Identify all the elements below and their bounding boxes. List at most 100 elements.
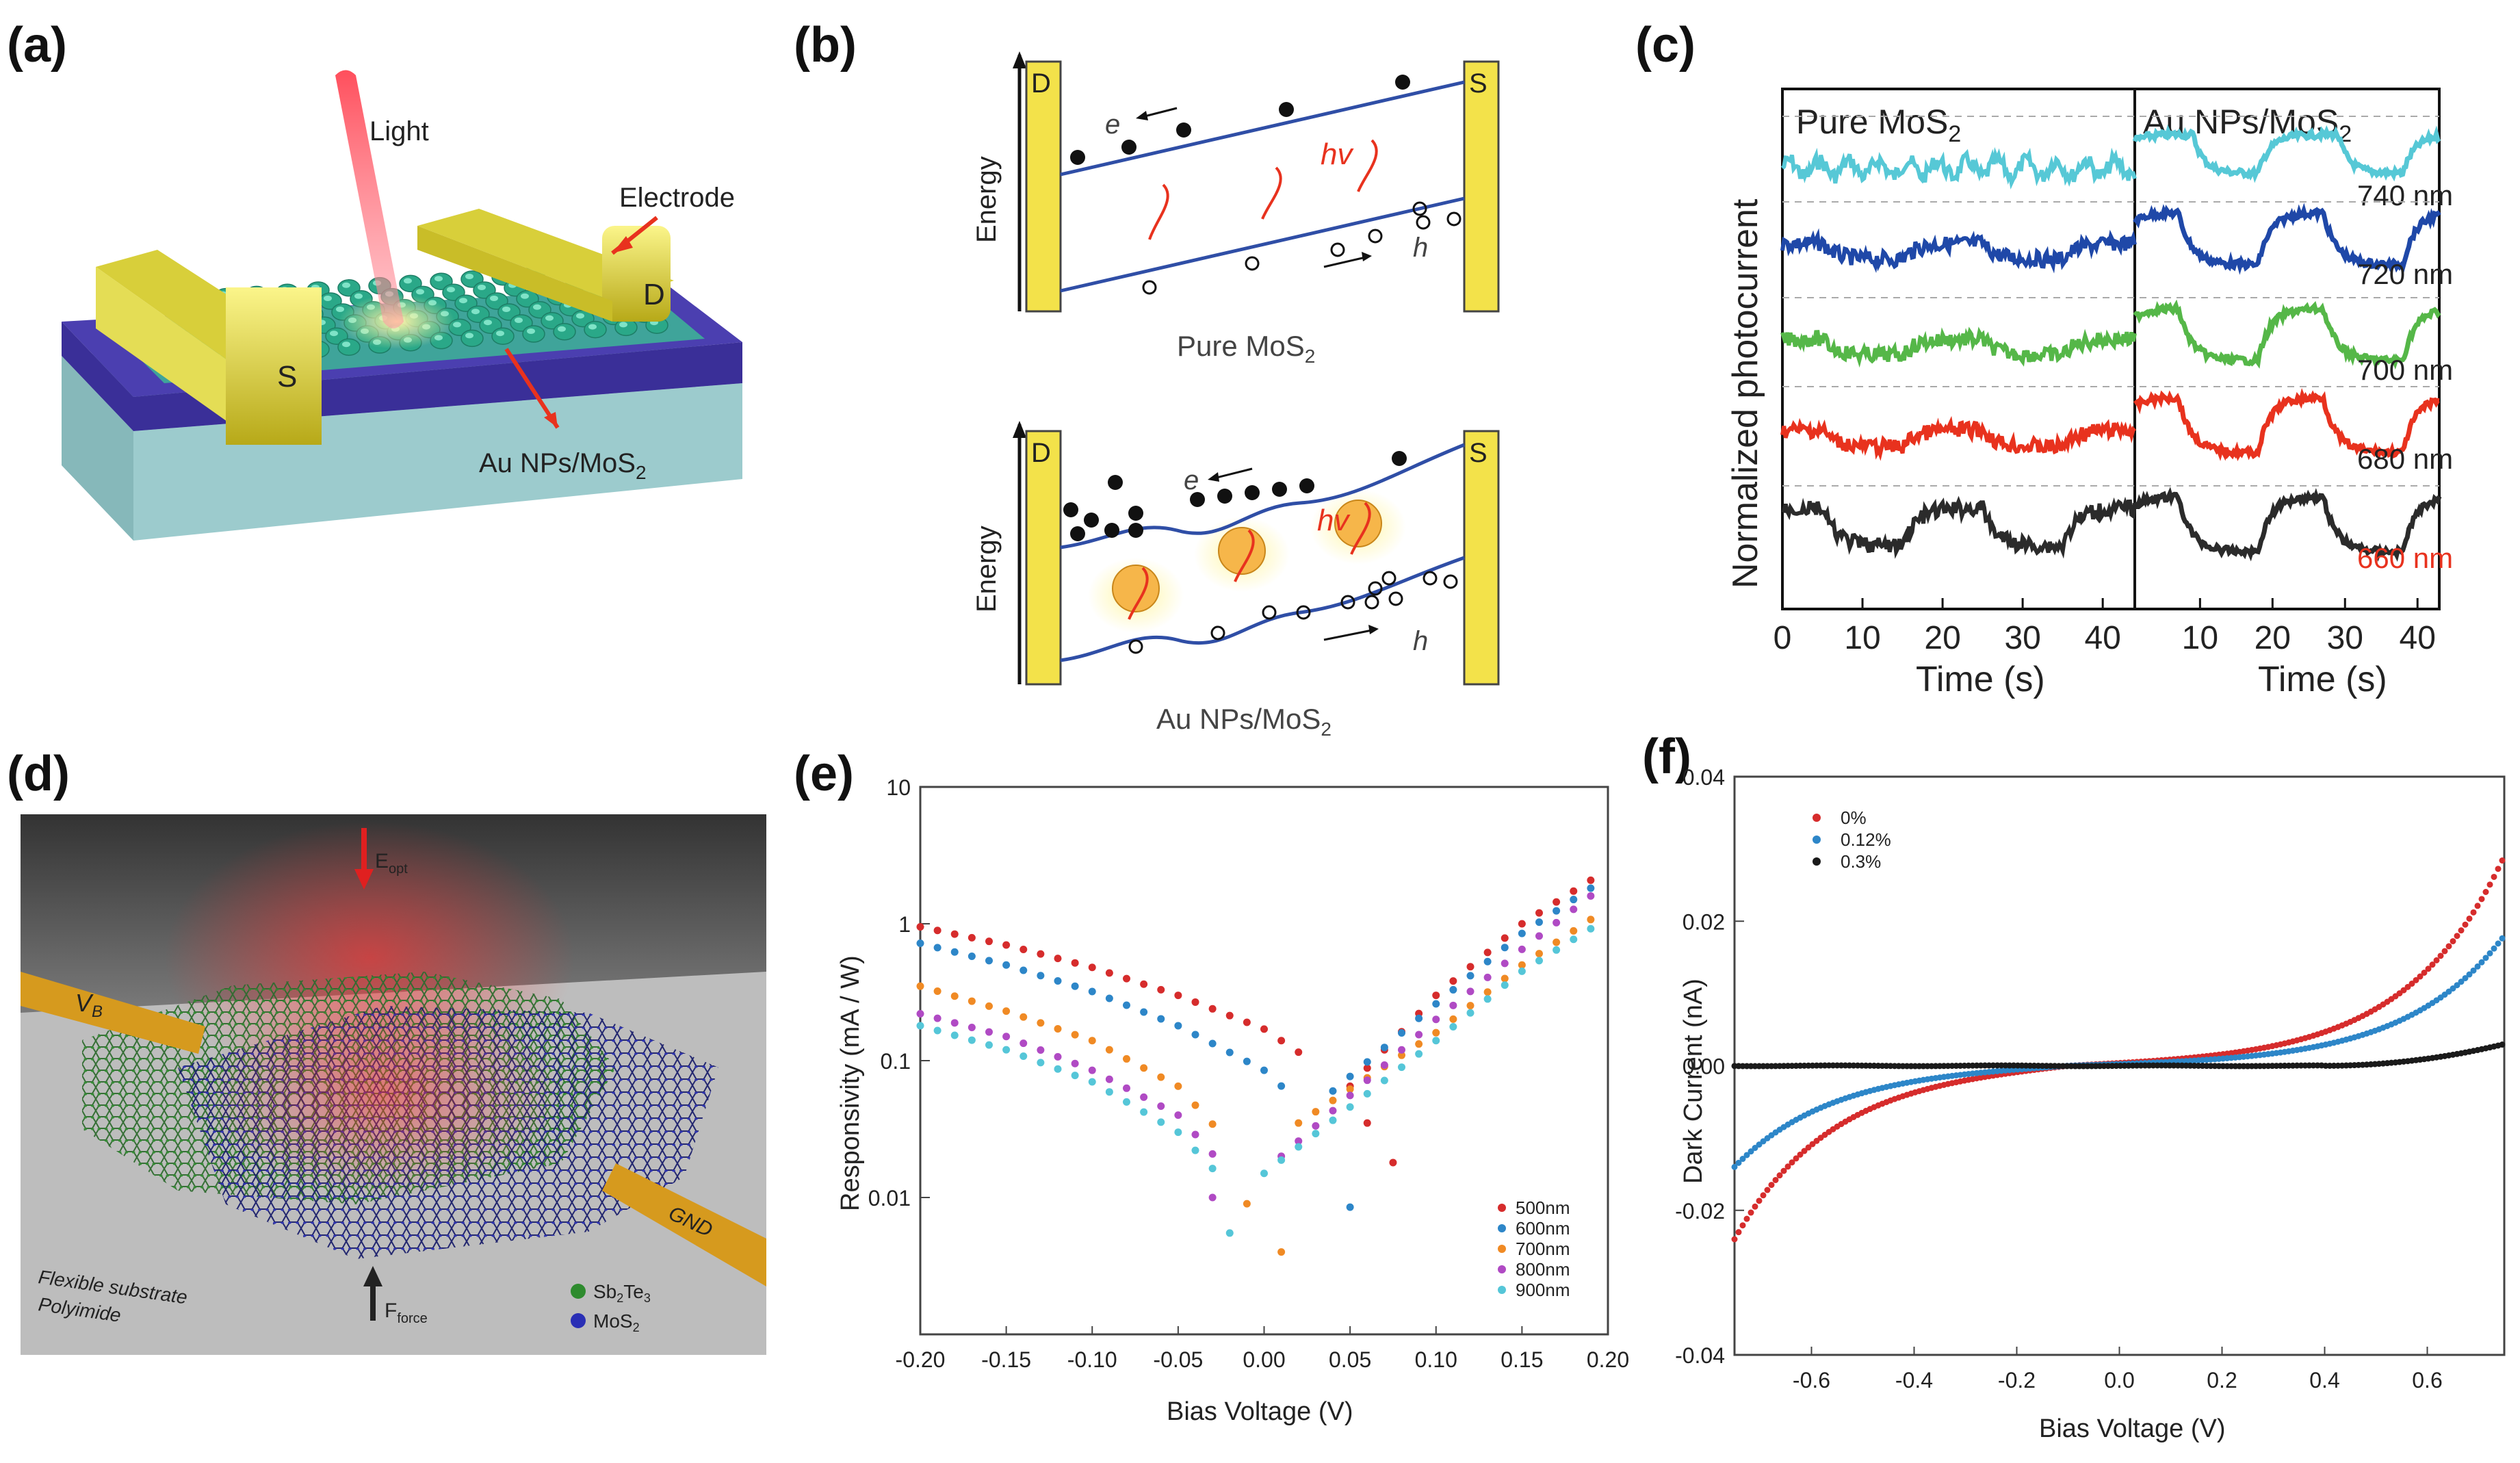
data-point-f [2474, 903, 2481, 909]
data-point-e [1054, 976, 1062, 985]
electrode-s-label: S [277, 360, 297, 393]
legend-sb2te3-marker [571, 1284, 586, 1299]
x-tick-label-f: 0.6 [2412, 1368, 2442, 1393]
data-point-e [985, 957, 993, 965]
legend-marker-e [1498, 1286, 1506, 1294]
data-point-e [1243, 1200, 1251, 1208]
panel-label-e: (e) [794, 747, 854, 801]
y-tick-label-e: 0.1 [881, 1049, 911, 1074]
series-line-pure [1780, 326, 2137, 368]
data-point-e [1260, 1025, 1268, 1033]
data-point-e [1535, 957, 1543, 965]
data-point-e [1432, 1037, 1440, 1045]
data-point-e [1466, 987, 1475, 996]
data-point-e [1191, 1146, 1199, 1154]
data-point-f [2445, 943, 2452, 950]
data-point-e [1157, 1118, 1165, 1126]
data-point-e [1483, 973, 1492, 981]
f-force-label: Fforce [385, 1299, 428, 1326]
x-tick-label-c: 40 [2084, 620, 2120, 656]
data-point-e [916, 940, 924, 948]
data-point-f [2437, 953, 2444, 959]
data-point-e [1277, 1248, 1286, 1256]
data-point-e [1208, 1165, 1217, 1173]
data-point-f [1760, 1192, 1767, 1199]
data-point-f [2450, 937, 2456, 944]
substrate-side [62, 356, 133, 541]
panel-c-chart: Pure MoS2 Au NPs/MoS2 Normalized photocu… [1726, 88, 2453, 699]
data-point-f [2429, 961, 2436, 968]
data-point-f [2454, 982, 2460, 989]
data-point-e [1466, 1009, 1475, 1017]
x-tick-label-c: 30 [2327, 620, 2363, 656]
data-point-f [2433, 957, 2440, 963]
data-point-e [1570, 887, 1578, 895]
data-point-e [1243, 1018, 1251, 1026]
gnd-electrode [602, 1163, 766, 1286]
data-point-e [1398, 1028, 1405, 1037]
series-line-au [2132, 487, 2442, 562]
valence-band-bottom [1060, 556, 1465, 662]
data-point-e [1260, 1066, 1268, 1074]
data-point-e [1174, 1111, 1182, 1119]
x-tick-label-c: 40 [2400, 620, 2436, 656]
vb-label: VB [75, 989, 103, 1021]
data-point-e [1295, 1137, 1303, 1145]
legend-label-e: 800nm [1516, 1259, 1570, 1280]
data-point-f [2486, 950, 2493, 957]
y-tick-label-f: 0.00 [1683, 1054, 1725, 1079]
light-beam [335, 70, 404, 328]
data-point-e [1363, 1064, 1371, 1072]
data-point-e [1518, 945, 1526, 953]
data-point-e [1346, 1203, 1354, 1211]
data-point-e [933, 927, 941, 935]
legend-marker-f [1813, 836, 1821, 844]
data-point-f [1731, 1163, 1738, 1170]
data-point-f [1748, 1148, 1754, 1155]
series-label: 740 nm [2357, 179, 2453, 211]
data-point-e [1295, 1143, 1303, 1151]
data-point-f [2417, 973, 2424, 980]
legend-label-e: 600nm [1516, 1218, 1570, 1239]
data-point-e [916, 1022, 924, 1030]
data-point-e [1071, 1059, 1079, 1067]
caption-au: Au NPs/MoS2 [1156, 703, 1332, 740]
subpanel-title-left: Pure MoS2 [1796, 103, 1961, 147]
data-point-e [1037, 972, 1045, 980]
data-point-e [1225, 1229, 1234, 1237]
x-tick-label-e: -0.15 [981, 1347, 1031, 1372]
data-point-e [985, 937, 993, 946]
data-point-e [1295, 1119, 1303, 1127]
data-point-e [1208, 1193, 1217, 1202]
data-point-e [1225, 1011, 1234, 1020]
vb-electrode [21, 972, 205, 1054]
data-point-e [933, 1026, 941, 1035]
data-point-f [2499, 935, 2506, 942]
data-point-e [967, 997, 976, 1005]
data-point-e [1587, 876, 1595, 884]
data-point-e [1432, 992, 1440, 1000]
e-opt-label: Eopt [375, 850, 408, 877]
data-point-e [1380, 1076, 1388, 1085]
data-point-e [950, 992, 959, 1000]
electrode-label: Electrode [619, 183, 735, 213]
y-tick-label-e: 0.01 [868, 1186, 911, 1210]
data-point-e [1329, 1116, 1337, 1124]
data-point-e [1174, 1082, 1182, 1090]
band-diagram-pure: Energy D S e h hv Pure MoS2 [972, 51, 1500, 367]
data-point-e [1535, 909, 1543, 917]
data-point-e [1277, 1037, 1286, 1045]
series-line-pure [1780, 146, 2137, 190]
y-tick-label-f: -0.02 [1675, 1199, 1725, 1224]
x-tick-label-e: -0.10 [1067, 1347, 1117, 1372]
data-point-e [1587, 892, 1595, 900]
data-point-e [1449, 985, 1457, 994]
data-point-e [1191, 1130, 1199, 1139]
data-point-f [1772, 1176, 1779, 1183]
data-point-e [1002, 941, 1011, 949]
y-tick-label-e: 1 [898, 912, 911, 937]
data-point-e [985, 1002, 993, 1010]
data-point-e [1398, 1051, 1405, 1059]
data-point-f [2495, 866, 2502, 872]
